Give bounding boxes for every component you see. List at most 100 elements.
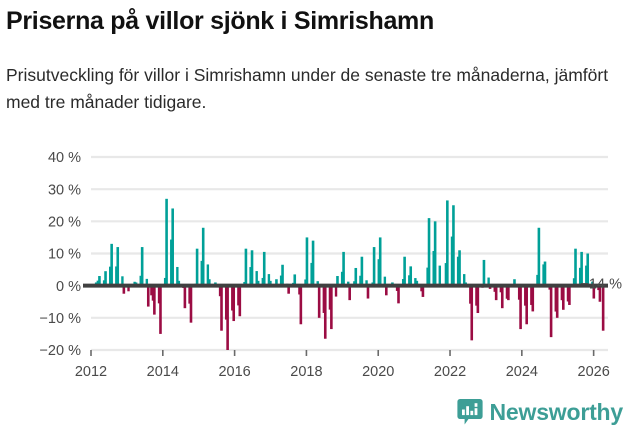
chart-bar — [170, 239, 173, 286]
chart-bar — [586, 253, 590, 286]
chart-bar — [116, 247, 120, 286]
chart-bar — [580, 251, 583, 286]
chart-bar — [531, 285, 535, 312]
chart-bar — [218, 285, 222, 297]
chart-bar — [330, 285, 333, 330]
chart-bar — [444, 263, 448, 286]
chart-bar — [507, 285, 510, 301]
chart-bar — [585, 265, 588, 286]
y-axis-tick-label: 0 % — [56, 279, 81, 295]
chart-bar — [256, 280, 260, 286]
chart-bar — [232, 285, 236, 322]
chart-bar — [476, 285, 480, 314]
chart-bar — [359, 275, 362, 286]
chart-bar — [157, 285, 161, 304]
chart-bar — [311, 240, 315, 286]
bar-chart-speech-bubble-icon — [456, 399, 483, 425]
chart-bar — [334, 285, 338, 297]
chart-annotations: −14 % — [580, 277, 622, 293]
chart-bar — [372, 247, 376, 286]
chart-bar — [353, 281, 356, 286]
chart-bar — [340, 271, 344, 286]
newsworthy-logo[interactable]: Newsworthy — [456, 398, 623, 426]
chart-bar — [549, 285, 553, 338]
chart-bar — [562, 285, 565, 310]
chart-bar — [151, 285, 155, 301]
chart-bar — [347, 281, 350, 286]
chart-bar — [494, 285, 498, 301]
chart-bar — [383, 276, 387, 286]
chart-bar — [262, 251, 266, 286]
chart-bar — [328, 285, 332, 310]
chart-bar — [140, 247, 144, 286]
chart-bar — [414, 278, 417, 286]
chart-bar — [426, 267, 429, 286]
chart-bar — [267, 274, 271, 286]
chart-bar — [415, 280, 419, 286]
chart-bar — [366, 285, 370, 299]
chart-bar — [572, 278, 576, 286]
chart-bar — [188, 285, 191, 304]
chart-bar — [568, 285, 571, 305]
chart-bar — [401, 279, 405, 286]
y-axis-tick-label: 10 % — [48, 247, 81, 263]
chart-bar — [189, 285, 193, 323]
chart-bar — [109, 266, 112, 286]
chart-bar — [317, 285, 321, 318]
chart-bar — [536, 274, 539, 286]
chart-bar — [121, 276, 124, 286]
chart-bar — [450, 236, 454, 286]
chart-bar — [560, 285, 564, 301]
chart-bar — [421, 285, 425, 297]
bar-chart: 40 % 30 % 20 % 10 % 0 % −10 % −20 % 2012 2014 20… — [0, 145, 631, 390]
x-axis-tick-label: 2016 — [218, 364, 250, 380]
chart-bar — [122, 285, 126, 294]
chart-y-axis: 40 % 30 % 20 % 10 % 0 % −10 % −20 % — [39, 150, 81, 359]
chart-bar — [183, 285, 187, 309]
chart-bar — [354, 267, 358, 286]
chart-bar — [206, 264, 210, 286]
chart-bar — [139, 275, 142, 286]
chart-bar — [238, 285, 242, 317]
chart-bar — [104, 271, 107, 286]
chart-bar — [487, 277, 490, 286]
chart-bar — [237, 285, 240, 306]
x-axis-tick-label: 2020 — [362, 364, 394, 380]
chart-bar — [493, 285, 496, 292]
chart-value-annotation: −14 % — [580, 277, 622, 293]
chart-bar — [176, 266, 179, 286]
chart-bar — [470, 285, 474, 341]
chart-bar — [146, 285, 150, 307]
chart-bar — [385, 285, 388, 296]
chart-bar — [433, 221, 437, 286]
chart-bar — [195, 248, 199, 286]
y-axis-tick-label: −20 % — [39, 343, 81, 359]
chart-bar — [224, 285, 228, 320]
chart-bar — [592, 285, 596, 299]
chart-bar — [566, 285, 570, 302]
chart-bar — [601, 285, 605, 331]
chart-bar — [336, 276, 339, 286]
chart-bar — [554, 285, 557, 312]
y-axis-tick-label: 20 % — [48, 215, 81, 231]
page-title: Priserna på villor sjönk i Simrishamn — [6, 7, 434, 35]
chart-bar — [226, 285, 229, 350]
chart-bar — [342, 251, 345, 286]
chart-bar — [499, 285, 503, 293]
chart-bar — [200, 260, 203, 286]
chart-bar — [578, 267, 582, 286]
chart-bar — [591, 281, 594, 286]
chart-bar — [517, 285, 521, 300]
chart-bar — [322, 285, 326, 313]
chart-bar — [150, 285, 153, 296]
chart-bar — [323, 285, 327, 339]
chart-x-axis: 2012 2014 2016 2018 2020 2022 2024 2026 — [75, 350, 610, 380]
chart-bar — [102, 280, 106, 286]
chart-bar — [537, 227, 541, 286]
chart-bar — [530, 285, 533, 305]
chart-bar — [298, 285, 301, 295]
chart-bar — [208, 279, 211, 286]
chart-bar — [409, 266, 413, 286]
chart-bar — [543, 261, 547, 286]
